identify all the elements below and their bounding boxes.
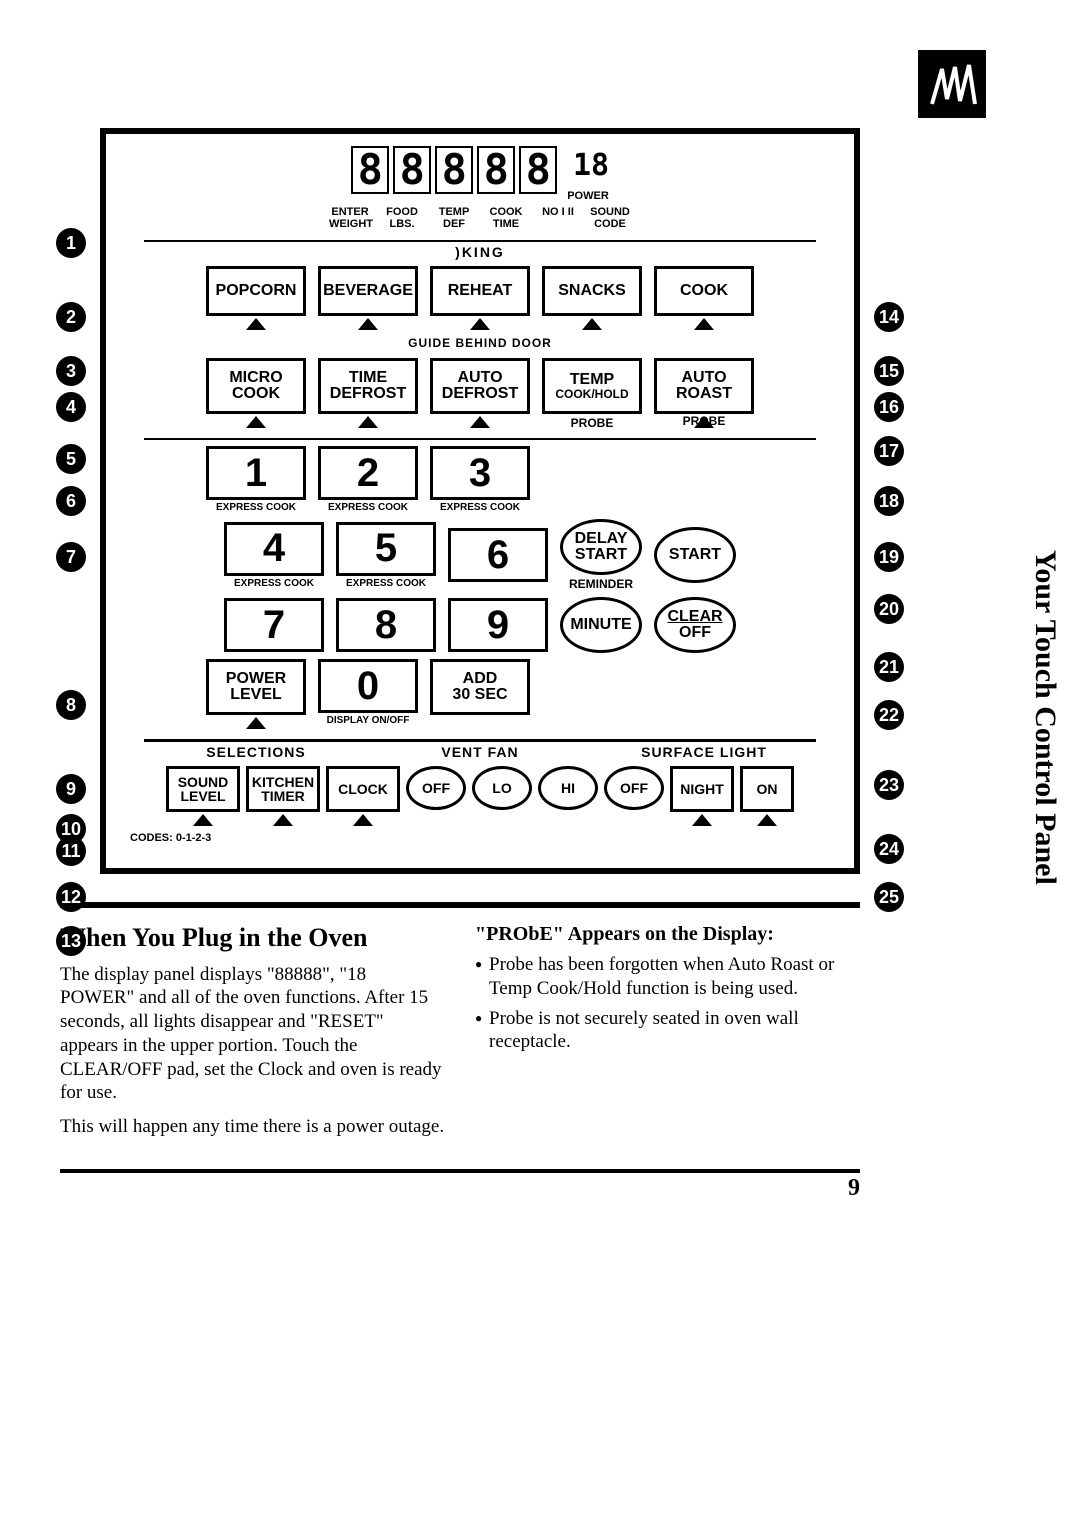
callout-5: 5	[56, 444, 86, 474]
keypad-2[interactable]: 2	[318, 446, 418, 500]
keypad-4[interactable]: 4	[224, 522, 324, 576]
callout-7: 7	[56, 542, 86, 572]
plug-in-heading: When You Plug in the Oven	[60, 922, 445, 955]
keypad-8[interactable]: 8	[336, 598, 436, 652]
vent-lo-button[interactable]: LO	[472, 766, 532, 810]
side-tab-title: Your Touch Control Panel	[1028, 550, 1062, 885]
callout-12: 12	[56, 882, 86, 912]
cooking-section-header: )KING	[144, 240, 816, 260]
probe-subheading: "PRObE" Appears on the Display:	[475, 922, 860, 947]
start-button[interactable]: START	[654, 527, 736, 583]
micro-cook-button[interactable]: MICROCOOK	[206, 358, 306, 414]
callout-1: 1	[56, 228, 86, 258]
auto-roast-button[interactable]: AUTOROAST	[654, 358, 754, 414]
callout-16: 16	[874, 392, 904, 422]
codes-label: CODES: 0-1-2-3	[130, 832, 836, 844]
callout-17: 17	[874, 436, 904, 466]
keypad-3[interactable]: 3	[430, 446, 530, 500]
manual-corner-icon	[918, 50, 986, 118]
callout-19: 19	[874, 542, 904, 572]
keypad-6[interactable]: 6	[448, 528, 548, 582]
callout-8: 8	[56, 690, 86, 720]
callout-23: 23	[874, 770, 904, 800]
keypad-5[interactable]: 5	[336, 522, 436, 576]
control-panel-diagram: 12345678910111213 1415161718192021222324…	[100, 128, 860, 874]
lcd-display: 8 8 8 8 8 18 POWER	[124, 146, 836, 202]
callout-11: 11	[56, 836, 86, 866]
callout-21: 21	[874, 652, 904, 682]
clock-button[interactable]: CLOCK	[326, 766, 400, 812]
callout-4: 4	[56, 392, 86, 422]
callout-14: 14	[874, 302, 904, 332]
auto-defrost-button[interactable]: AUTODEFROST	[430, 358, 530, 414]
bottom-section-headers: SELECTIONS VENT FAN SURFACE LIGHT	[144, 739, 816, 760]
keypad-7[interactable]: 7	[224, 598, 324, 652]
vent-hi-button[interactable]: HI	[538, 766, 598, 810]
callout-13: 13	[56, 926, 86, 956]
callout-3: 3	[56, 356, 86, 386]
keypad-9[interactable]: 9	[448, 598, 548, 652]
callout-24: 24	[874, 834, 904, 864]
callout-2: 2	[56, 302, 86, 332]
temp-cook-hold-button[interactable]: TEMPCOOK/HOLD	[542, 358, 642, 414]
keypad-0[interactable]: 0	[318, 659, 418, 713]
callout-20: 20	[874, 594, 904, 624]
light-off-button[interactable]: OFF	[604, 766, 664, 810]
instructional-text: When You Plug in the Oven The display pa…	[60, 922, 860, 1149]
callout-15: 15	[874, 356, 904, 386]
time-defrost-button[interactable]: TIMEDEFROST	[318, 358, 418, 414]
reheat-button[interactable]: REHEAT	[430, 266, 530, 316]
guide-behind-door-label: GUIDE BEHIND DOOR	[124, 336, 836, 350]
light-on-button[interactable]: ON	[740, 766, 794, 812]
delay-start-button[interactable]: DELAYSTART	[560, 519, 642, 575]
add-30-sec-button[interactable]: ADD30 SEC	[430, 659, 530, 715]
vent-off-button[interactable]: OFF	[406, 766, 466, 810]
callout-18: 18	[874, 486, 904, 516]
beverage-button[interactable]: BEVERAGE	[318, 266, 418, 316]
callout-9: 9	[56, 774, 86, 804]
minute-button[interactable]: MINUTE	[560, 597, 642, 653]
kitchen-timer-button[interactable]: KITCHENTIMER	[246, 766, 320, 812]
popcorn-button[interactable]: POPCORN	[206, 266, 306, 316]
snacks-button[interactable]: SNACKS	[542, 266, 642, 316]
power-level-button[interactable]: POWERLEVEL	[206, 659, 306, 715]
display-column-labels: ENTER WEIGHT FOOD LBS. TEMP DEF COOK TIM…	[124, 206, 836, 230]
cook-button[interactable]: COOK	[654, 266, 754, 316]
callout-25: 25	[874, 882, 904, 912]
page-number: 9	[60, 1169, 860, 1202]
callout-6: 6	[56, 486, 86, 516]
keypad-1[interactable]: 1	[206, 446, 306, 500]
callout-22: 22	[874, 700, 904, 730]
sound-level-button[interactable]: SOUNDLEVEL	[166, 766, 240, 812]
clear-off-button[interactable]: CLEAROFF	[654, 597, 736, 653]
light-night-button[interactable]: NIGHT	[670, 766, 734, 812]
